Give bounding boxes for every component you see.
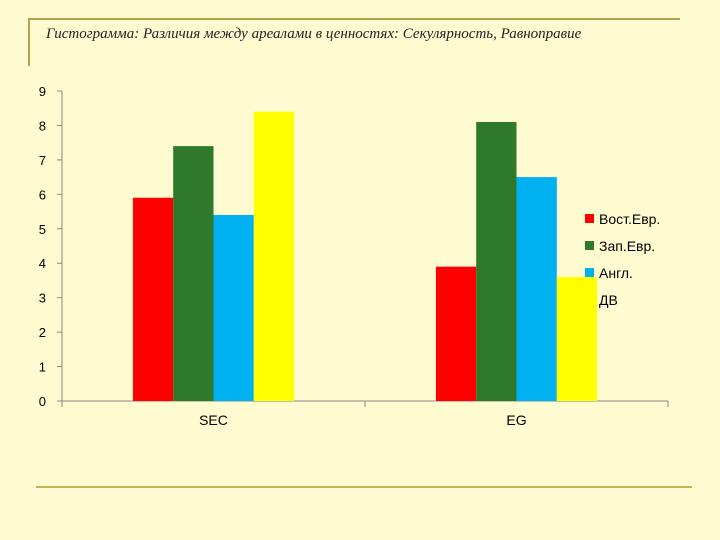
x-category-label: SEC — [199, 412, 228, 428]
y-tick-label: 1 — [39, 360, 46, 375]
legend-swatch — [585, 295, 594, 304]
y-tick-label: 7 — [39, 153, 46, 168]
y-tick-label: 2 — [39, 325, 46, 340]
legend-item: Вост.Евр. — [585, 205, 660, 232]
legend-item: ДВ — [585, 286, 660, 313]
y-tick-label: 0 — [39, 394, 46, 409]
frame-left-line — [28, 18, 30, 66]
legend-label: Англ. — [599, 264, 633, 281]
y-tick-label: 3 — [39, 291, 46, 306]
legend-swatch — [585, 268, 594, 277]
chart-title: Гистограмма: Различия между ареалами в ц… — [46, 26, 582, 42]
bar-eg-1 — [435, 266, 477, 401]
bar-eg-2 — [476, 122, 517, 401]
legend-item: Зап.Евр. — [585, 232, 660, 259]
bar-sec-4 — [253, 111, 295, 402]
legend-swatch — [585, 214, 594, 223]
legend-label: ДВ — [599, 291, 618, 308]
bar-sec-3 — [213, 215, 254, 401]
frame-top-line — [28, 18, 680, 20]
legend-label: Зап.Евр. — [599, 237, 656, 254]
y-tick-label: 4 — [39, 256, 46, 271]
frame-bottom-line — [36, 486, 692, 488]
y-tick-label: 6 — [39, 187, 46, 202]
chart-legend: Вост.Евр. Зап.Евр. Англ. ДВ — [585, 205, 660, 313]
x-category-label: EG — [506, 412, 526, 428]
bar-eg-3 — [516, 177, 557, 401]
y-tick-label: 9 — [39, 84, 46, 99]
legend-item: Англ. — [585, 259, 660, 286]
y-tick-label: 8 — [39, 118, 46, 133]
legend-label: Вост.Евр. — [599, 210, 661, 227]
y-tick-label: 5 — [39, 222, 46, 237]
bar-sec-2 — [173, 146, 214, 401]
bar-sec-1 — [132, 197, 174, 401]
legend-swatch — [585, 241, 594, 250]
